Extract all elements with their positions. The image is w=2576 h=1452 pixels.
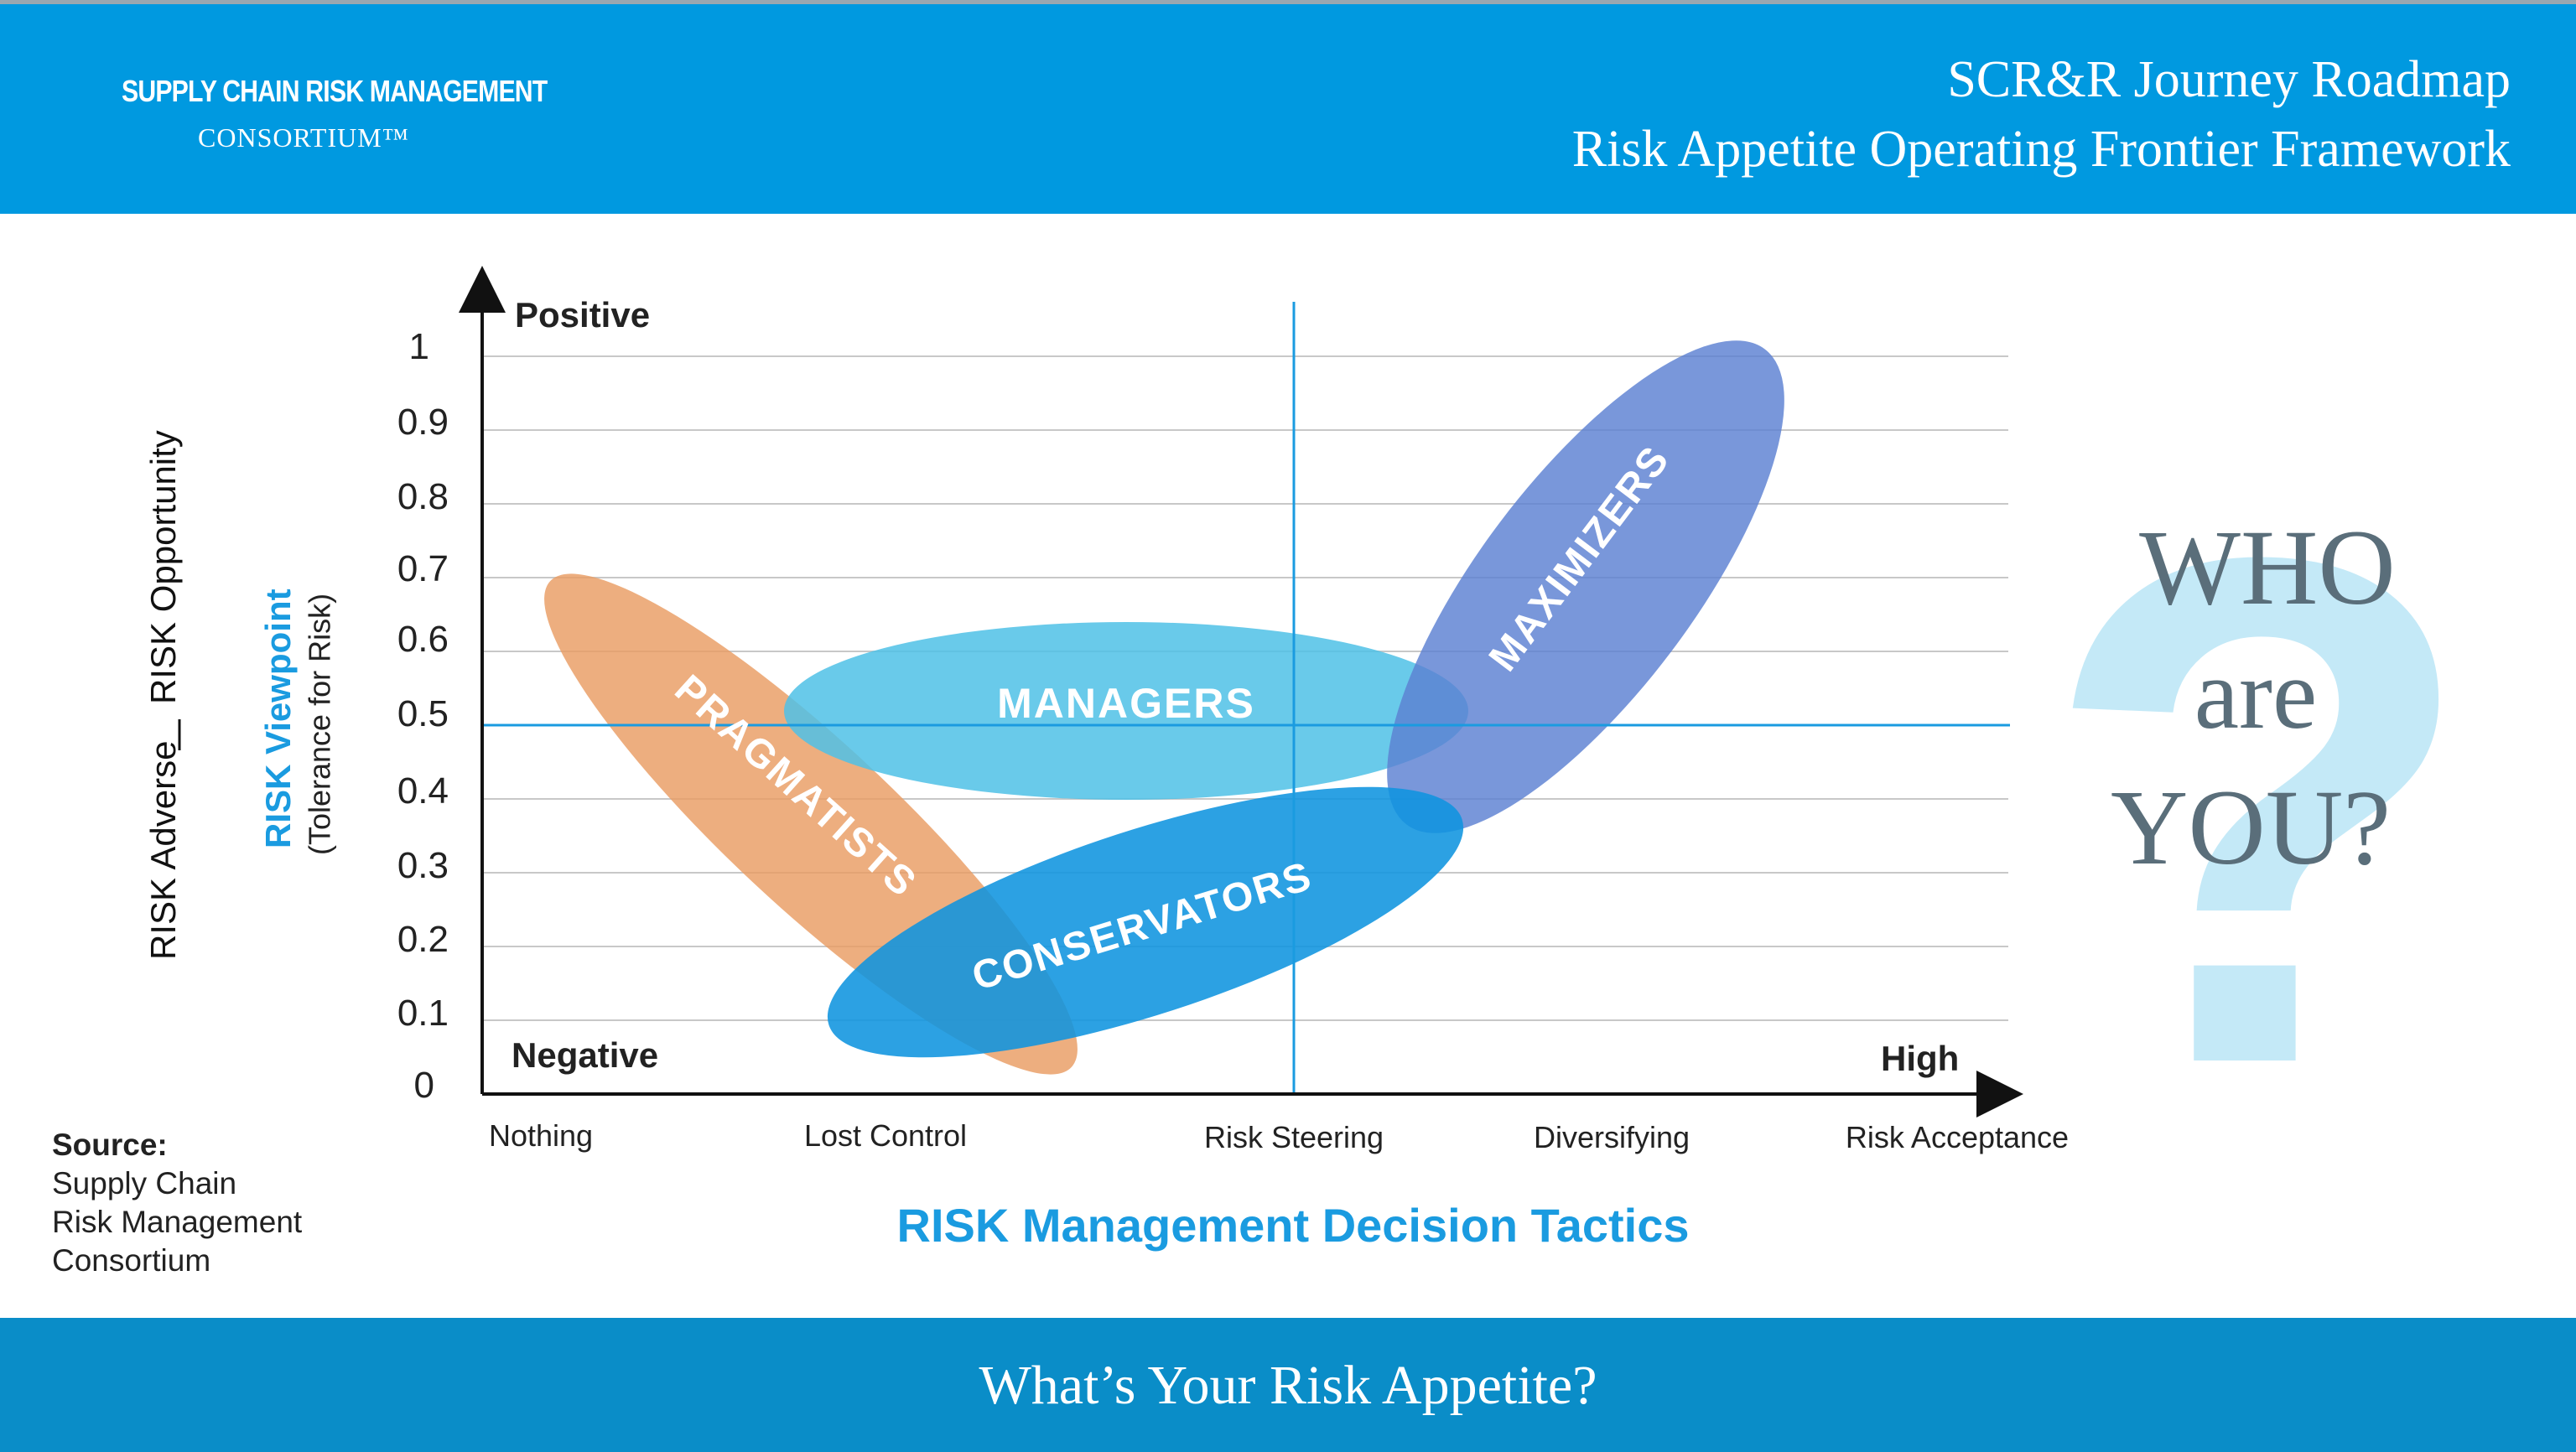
footer-tagline: What’s Your Risk Appetite?: [979, 1355, 1597, 1416]
source-line1: Supply Chain: [52, 1166, 237, 1200]
are-label: are: [2194, 638, 2317, 749]
negative-label: Negative: [512, 1035, 658, 1075]
header-bar: [0, 4, 2576, 214]
positive-label: Positive: [515, 295, 650, 334]
x-axis-title: RISK Management Decision Tactics: [897, 1199, 1690, 1252]
source-label: Source:: [52, 1128, 168, 1162]
x-tick-label: Risk Steering: [1204, 1120, 1384, 1154]
source-line2: Risk Management: [52, 1205, 303, 1239]
x-tick-label: Diversifying: [1534, 1120, 1690, 1154]
y-tick-label: 0: [414, 1065, 434, 1106]
page-title-line2: Risk Appetite Operating Frontier Framewo…: [1571, 121, 2511, 178]
who-label: WHO: [2139, 508, 2396, 627]
risk-opportunity-label: RISK Opportunity: [143, 430, 183, 704]
x-tick-label: Risk Acceptance: [1846, 1120, 2069, 1154]
x-tick-label: Lost Control: [804, 1118, 967, 1153]
y-tick-label: 0.3: [397, 845, 449, 886]
question-mark-icon: ?: [2039, 408, 2480, 1214]
top-divider: [0, 0, 2576, 4]
managers-ellipse: [784, 622, 1468, 800]
y-tick-label: 0.4: [397, 770, 449, 812]
managers-label: MANAGERS: [997, 680, 1255, 727]
y-tick-label: 0.9: [397, 402, 449, 443]
conservators-ellipse: [827, 786, 1464, 1058]
tolerance-for-risk-label: (Tolerance for Risk): [303, 594, 337, 855]
y-tick-label: 0.1: [397, 993, 449, 1034]
risk-viewpoint-label: RISK Viewpoint: [258, 589, 298, 848]
y-tick-label: 0.2: [397, 919, 449, 960]
footer-bar: [0, 1318, 2576, 1452]
y-tick-label: 0.5: [397, 693, 449, 734]
y-tick-label: 1: [409, 326, 429, 367]
x-tick-label: Nothing: [489, 1118, 593, 1153]
high-label: High: [1881, 1039, 1959, 1078]
you-label: YOU?: [2111, 768, 2391, 887]
maximizers-ellipse: [1387, 340, 1784, 833]
y-tick-label: 0.8: [397, 476, 449, 517]
y-tick-label: 0.7: [397, 548, 449, 589]
framework-diagram: ? 0 0.1 0.2 0.3 0.4 0.5 0.6 0.7 0.8 0.9 …: [143, 266, 2480, 1252]
page-title-line1: SCR&R Journey Roadmap: [1947, 51, 2511, 108]
y-tick-label: 0.6: [397, 619, 449, 660]
risk-adverse-label: RISK Adverse: [143, 741, 183, 960]
logo-text-line2: CONSORTIUM™: [198, 122, 410, 153]
source-line3: Consortium: [52, 1243, 211, 1278]
